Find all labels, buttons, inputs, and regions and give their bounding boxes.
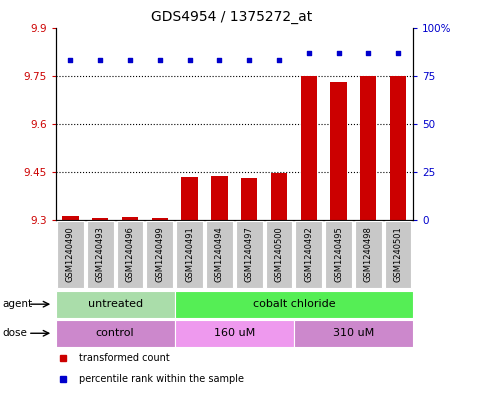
- Bar: [330, 82, 347, 220]
- Point: [215, 57, 223, 63]
- Text: GSM1240500: GSM1240500: [274, 227, 284, 282]
- Point: [97, 57, 104, 63]
- Point: [335, 50, 342, 56]
- Bar: [300, 76, 317, 220]
- Point: [245, 57, 253, 63]
- Text: transformed count: transformed count: [79, 353, 170, 364]
- Text: 310 uM: 310 uM: [333, 328, 374, 338]
- Bar: [295, 221, 322, 288]
- Point: [67, 57, 74, 63]
- Bar: [271, 173, 287, 220]
- Bar: [56, 320, 175, 347]
- Point: [126, 57, 134, 63]
- Bar: [122, 217, 138, 220]
- Point: [394, 50, 402, 56]
- Text: control: control: [96, 328, 134, 338]
- Point: [305, 50, 313, 56]
- Text: GSM1240501: GSM1240501: [394, 227, 402, 282]
- Bar: [92, 217, 108, 220]
- Text: GSM1240499: GSM1240499: [156, 227, 164, 282]
- Text: GSM1240492: GSM1240492: [304, 227, 313, 282]
- Text: GSM1240495: GSM1240495: [334, 227, 343, 282]
- Text: 160 uM: 160 uM: [213, 328, 255, 338]
- Bar: [360, 76, 376, 220]
- Text: GDS4954 / 1375272_at: GDS4954 / 1375272_at: [151, 10, 313, 24]
- Text: GSM1240491: GSM1240491: [185, 227, 194, 282]
- Text: GSM1240496: GSM1240496: [126, 226, 134, 283]
- Bar: [384, 221, 412, 288]
- Bar: [294, 320, 413, 347]
- Text: GSM1240497: GSM1240497: [245, 226, 254, 283]
- Bar: [211, 176, 227, 220]
- Bar: [62, 216, 79, 220]
- Bar: [182, 177, 198, 220]
- Point: [364, 50, 372, 56]
- Bar: [146, 221, 173, 288]
- Point: [156, 57, 164, 63]
- Text: untreated: untreated: [87, 299, 142, 309]
- Text: agent: agent: [2, 299, 32, 309]
- Point: [275, 57, 283, 63]
- Bar: [152, 217, 168, 220]
- Bar: [355, 221, 382, 288]
- Bar: [175, 291, 413, 318]
- Bar: [116, 221, 143, 288]
- Bar: [390, 76, 406, 220]
- Bar: [87, 221, 114, 288]
- Text: percentile rank within the sample: percentile rank within the sample: [79, 374, 244, 384]
- Bar: [241, 178, 257, 220]
- Bar: [236, 221, 263, 288]
- Text: GSM1240498: GSM1240498: [364, 226, 373, 283]
- Bar: [176, 221, 203, 288]
- Text: cobalt chloride: cobalt chloride: [253, 299, 335, 309]
- Point: [185, 57, 193, 63]
- Text: GSM1240493: GSM1240493: [96, 226, 105, 283]
- Bar: [206, 221, 233, 288]
- Bar: [266, 221, 292, 288]
- Text: GSM1240490: GSM1240490: [66, 227, 75, 282]
- Text: dose: dose: [2, 328, 28, 338]
- Bar: [56, 291, 175, 318]
- Text: GSM1240494: GSM1240494: [215, 227, 224, 282]
- Bar: [175, 320, 294, 347]
- Bar: [325, 221, 352, 288]
- Bar: [57, 221, 84, 288]
